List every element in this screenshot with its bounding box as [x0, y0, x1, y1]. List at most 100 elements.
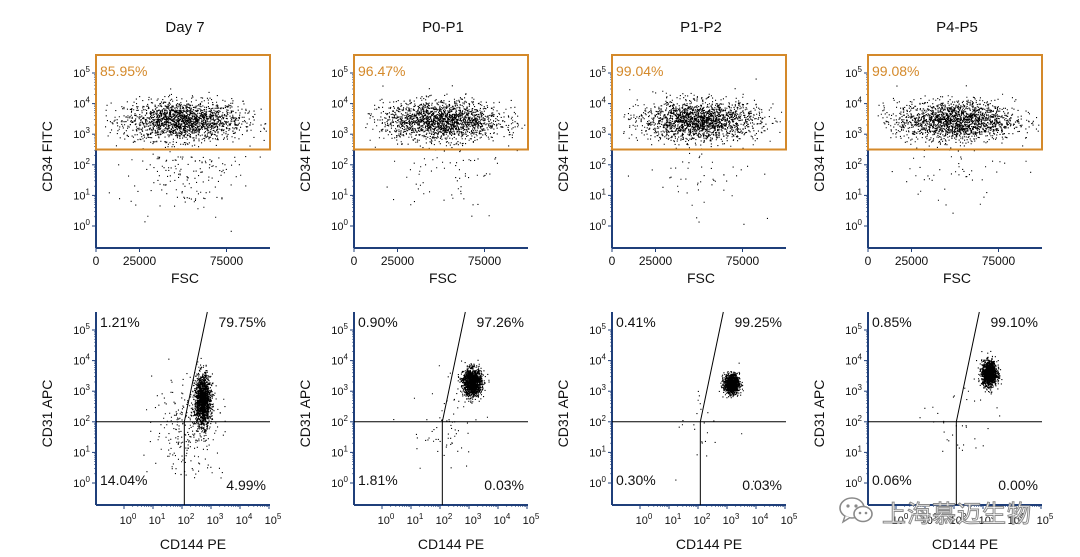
tick-label: 105 — [781, 512, 798, 527]
x-axis-label: CD144 PE — [676, 536, 742, 552]
tick-label: 105 — [523, 512, 540, 527]
tick-label: 100 — [892, 512, 909, 527]
quadrant-line-diagonal — [441, 311, 466, 422]
panel-bottom-1: 100 100 101 101 102 102 103 103 104 104 105 105 CD14… — [39, 311, 282, 552]
tick-label: 101 — [921, 512, 938, 527]
y-axis-label: CD34 FITC — [811, 121, 827, 192]
tick-label: 101 — [845, 444, 862, 459]
quadrant-upper-left: 1.21% — [100, 314, 140, 330]
tick-label: 104 — [494, 512, 511, 527]
dot-cloud — [365, 85, 526, 217]
tick-label: 104 — [331, 96, 348, 111]
panel-title: Day 7 — [165, 19, 204, 36]
tick-label: 100 — [589, 218, 606, 233]
tick-label: 102 — [73, 157, 90, 172]
tick-label: 102 — [178, 512, 195, 527]
quadrant-lower-right: 0.00% — [998, 477, 1038, 493]
tick-label: 104 — [73, 96, 90, 111]
tick-label: 103 — [331, 383, 348, 398]
tick-label: 101 — [845, 187, 862, 202]
tick-label: 100 — [378, 512, 395, 527]
tick-label: 103 — [207, 512, 224, 527]
y-axis-label: CD34 FITC — [39, 121, 55, 192]
panel-bottom-3: 100 100 101 101 102 102 103 103 104 104 105 105 CD14… — [555, 311, 798, 552]
dots — [877, 85, 1040, 214]
dots — [393, 359, 490, 469]
tick-label: 104 — [752, 512, 769, 527]
tick-label: 0 — [351, 254, 358, 268]
tick-label: 75000 — [210, 254, 244, 268]
tick-label: 105 — [1037, 512, 1054, 527]
quadrant-upper-left: 0.41% — [616, 314, 656, 330]
tick-label: 101 — [589, 444, 606, 459]
x-axis-label: FSC — [943, 270, 971, 286]
tick-label: 100 — [120, 512, 137, 527]
tick-label: 75000 — [468, 254, 502, 268]
wechat-icon — [839, 497, 873, 524]
tick-label: 101 — [149, 512, 166, 527]
tick-label: 75000 — [982, 254, 1016, 268]
quadrant-lower-left: 0.06% — [872, 472, 912, 488]
gate-percentage: 85.95% — [100, 63, 147, 79]
tick-label: 101 — [331, 187, 348, 202]
tick-label: 102 — [589, 157, 606, 172]
watermark-text: 上海慕迈生物 — [882, 499, 1032, 528]
tick-label: 103 — [465, 512, 482, 527]
quadrant-lower-left: 0.30% — [616, 472, 656, 488]
gate-percentage: 96.47% — [358, 63, 405, 79]
x-axis-label: FSC — [429, 270, 457, 286]
tick-label: 104 — [331, 353, 348, 368]
tick-label: 75000 — [726, 254, 760, 268]
tick-label: 102 — [331, 157, 348, 172]
dots — [365, 85, 526, 217]
panel-title: P4-P5 — [936, 19, 978, 36]
quadrant-upper-right: 97.26% — [477, 314, 524, 330]
tick-label: 105 — [331, 65, 348, 80]
y-axis-label: CD34 FITC — [297, 121, 313, 192]
tick-label: 105 — [589, 65, 606, 80]
tick-label: 105 — [589, 322, 606, 337]
dots — [623, 78, 783, 225]
panel-title: P0-P1 — [422, 19, 464, 36]
tick-label: 103 — [73, 126, 90, 141]
y-axis-label: CD31 APC — [297, 380, 313, 448]
tick-label: 102 — [950, 512, 967, 527]
x-axis-label: CD144 PE — [160, 536, 226, 552]
dots — [675, 362, 755, 482]
tick-label: 101 — [331, 444, 348, 459]
dot-cloud — [877, 85, 1040, 214]
tick-label: 102 — [845, 157, 862, 172]
tick-label: 102 — [845, 414, 862, 429]
tick-label: 103 — [979, 512, 996, 527]
tick-label: 0 — [93, 254, 100, 268]
tick-label: 105 — [73, 65, 90, 80]
panel-top-2: P0-P1 100 101 102 103 104 105 0 25000 75000 FSC CD3… — [297, 19, 529, 286]
tick-label: 102 — [73, 414, 90, 429]
panel-top-4: P4-P5 100 101 102 103 104 105 0 25000 75000 FSC CD3… — [811, 19, 1043, 286]
y-axis-label: CD31 APC — [811, 380, 827, 448]
tick-label: 102 — [436, 512, 453, 527]
tick-label: 100 — [589, 475, 606, 490]
tick-label: 102 — [589, 414, 606, 429]
tick-label: 104 — [589, 96, 606, 111]
tick-label: 100 — [73, 475, 90, 490]
quadrant-lower-left: 14.04% — [100, 472, 147, 488]
quadrant-line-diagonal — [183, 311, 208, 422]
quadrant-lower-left: 1.81% — [358, 472, 398, 488]
gate-percentage: 99.04% — [616, 63, 663, 79]
x-axis-label: CD144 PE — [932, 536, 998, 552]
x-axis-label: CD144 PE — [418, 536, 484, 552]
tick-label: 103 — [845, 126, 862, 141]
dot-cloud — [623, 78, 783, 225]
dot-cloud — [105, 88, 267, 232]
gate-rectangle — [95, 54, 271, 151]
tick-label: 104 — [1008, 512, 1025, 527]
dots — [105, 88, 267, 232]
y-axis-label: CD34 FITC — [555, 121, 571, 192]
panel-bottom-2: 100 100 101 101 102 102 103 103 104 104 105 105 CD14… — [297, 311, 540, 552]
quadrant-upper-left: 0.90% — [358, 314, 398, 330]
tick-label: 25000 — [895, 254, 929, 268]
tick-label: 25000 — [123, 254, 157, 268]
tick-label: 105 — [845, 65, 862, 80]
y-axis-label: CD31 APC — [39, 380, 55, 448]
